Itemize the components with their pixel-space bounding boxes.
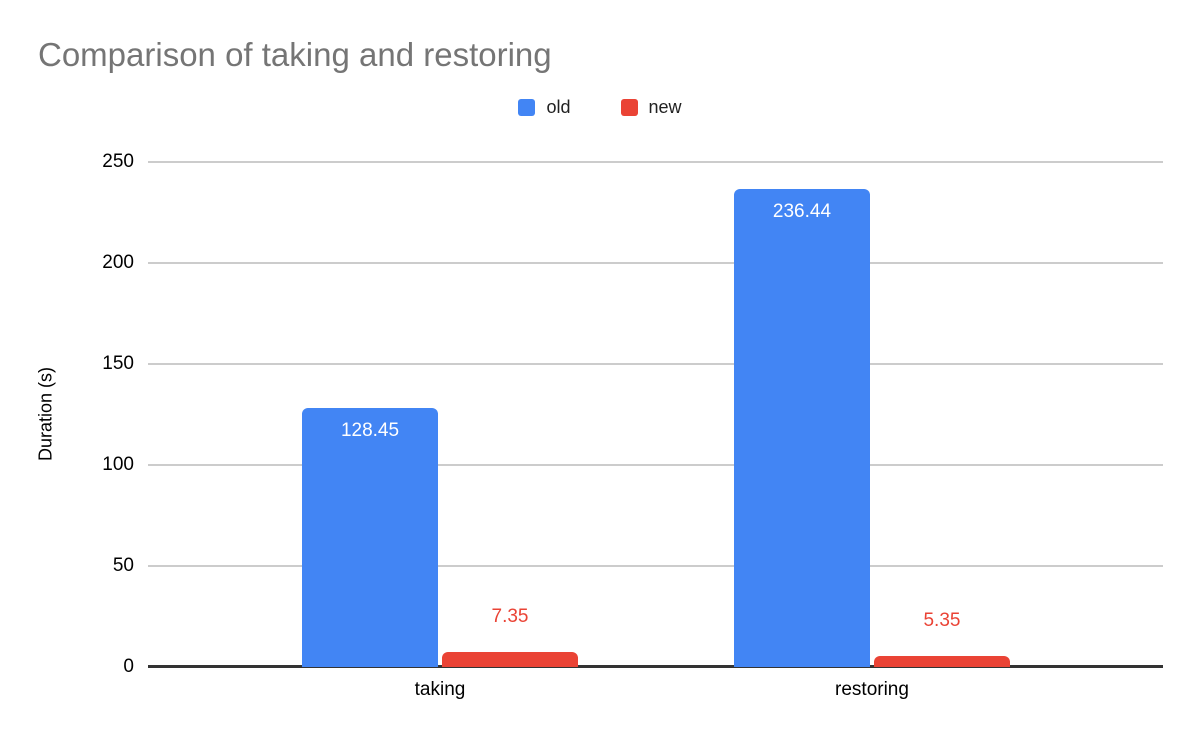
y-tick-label: 0: [123, 656, 134, 677]
chart-legend: old new: [0, 96, 1200, 118]
y-tick-label: 250: [102, 151, 134, 172]
gridline: [148, 464, 1163, 466]
x-axis-line: [148, 665, 1163, 668]
gridline: [148, 262, 1163, 264]
gridline: [148, 161, 1163, 163]
bar-old-restoring: [733, 189, 870, 667]
y-tick-label: 200: [102, 252, 134, 273]
y-tick-label: 150: [102, 353, 134, 374]
y-axis-title: Duration (s): [35, 366, 56, 462]
bar-old-taking: [302, 407, 438, 667]
gridline: [148, 565, 1163, 567]
bar-value-label: 128.45: [340, 419, 400, 441]
bar-value-label: 7.35: [491, 606, 529, 628]
legend-swatch-icon: [620, 98, 638, 116]
gridline: [148, 363, 1163, 365]
chart-title: Comparison of taking and restoring: [38, 36, 552, 73]
legend-swatch-icon: [518, 98, 536, 116]
bar-new-taking: [442, 652, 578, 667]
y-tick-label: 100: [102, 454, 134, 475]
bar-new-restoring: [873, 656, 1010, 667]
legend-label: old: [546, 97, 571, 117]
y-tick-label: 50: [112, 555, 134, 576]
x-category-label: restoring: [835, 679, 909, 700]
bar-value-label: 5.35: [923, 610, 961, 632]
legend-item-old: old: [518, 96, 571, 118]
x-category-label: taking: [414, 679, 466, 700]
bar-value-label: 236.44: [772, 201, 832, 223]
legend-item-new: new: [620, 96, 682, 118]
legend-label: new: [648, 97, 682, 117]
